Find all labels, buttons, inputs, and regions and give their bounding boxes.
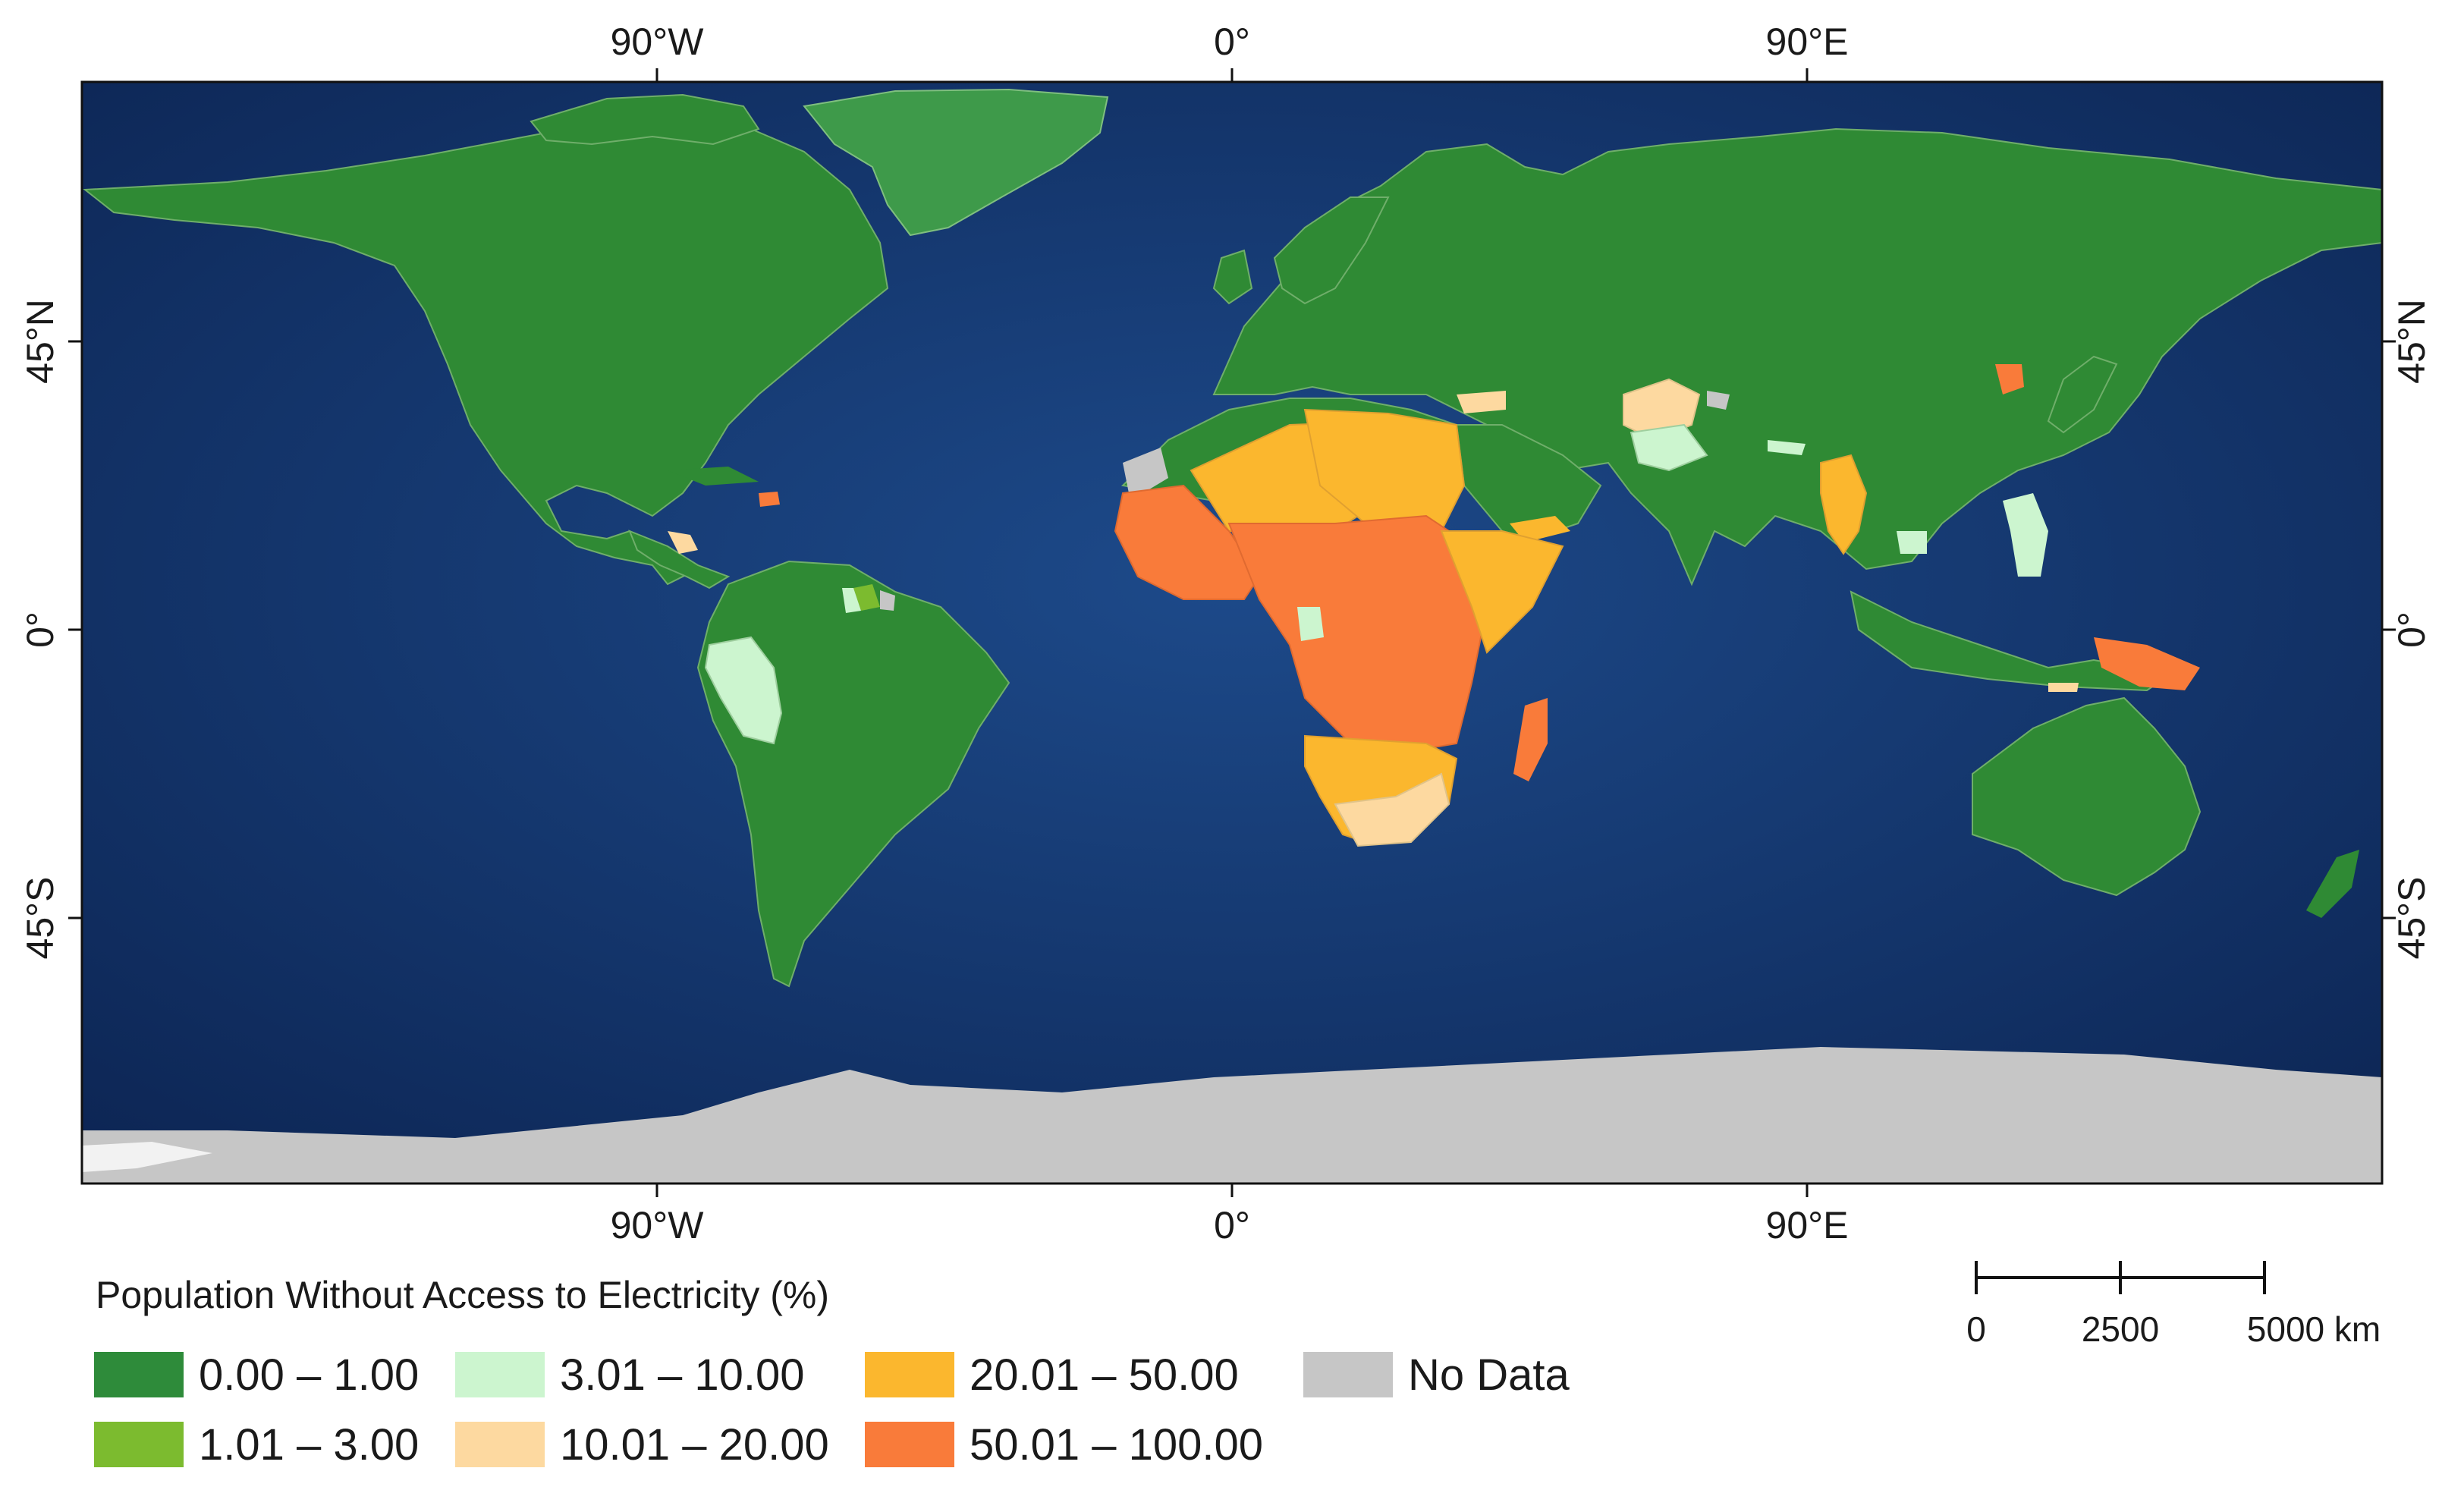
yemen	[1510, 516, 1570, 542]
greenland	[803, 88, 1109, 237]
suriname	[842, 588, 861, 613]
bottom-label-0: 0°	[1214, 1204, 1250, 1246]
legend-label: No Data	[1408, 1350, 1570, 1400]
australia	[1972, 696, 2202, 897]
costa-rica-panama	[668, 531, 698, 554]
bottom-label-90e: 90°E	[1766, 1204, 1849, 1246]
right-label-45s: 45°S	[2390, 877, 2433, 960]
papua-new-guinea	[2094, 637, 2200, 690]
japan	[2047, 355, 2118, 434]
north-korea	[1995, 364, 2024, 395]
west-africa	[1114, 484, 1261, 600]
scale-label-2500: 2500	[2082, 1309, 2159, 1349]
arabia	[1440, 424, 1602, 540]
central-america	[628, 530, 731, 589]
south-africa	[1334, 772, 1450, 847]
tajik-region	[1457, 391, 1506, 413]
left-label-45n: 45°N	[19, 299, 61, 384]
guyana	[853, 584, 880, 611]
legend-item-5: 50.01 – 100.00	[865, 1419, 1264, 1470]
horn-of-africa	[1440, 530, 1564, 654]
peru	[704, 636, 783, 745]
left-label-45s: 45°S	[19, 877, 61, 960]
right-label-45n: 45°N	[2390, 299, 2433, 384]
philippines	[2003, 493, 2048, 577]
myanmar	[1820, 454, 1868, 555]
legend-swatch	[865, 1352, 954, 1397]
timor	[2048, 683, 2079, 692]
western-sahara	[1123, 448, 1168, 501]
top-label-90e: 90°E	[1766, 20, 1849, 63]
legend-title: Population Without Access to Electricity…	[96, 1274, 830, 1316]
right-ticks	[2382, 340, 2396, 919]
pakistan	[1630, 423, 1708, 472]
french-guiana	[880, 590, 895, 611]
libya-egypt-sudan	[1303, 408, 1466, 533]
cambodia	[1897, 531, 1927, 554]
legend-item-0: 0.00 – 1.00	[94, 1350, 420, 1400]
new-zealand	[2306, 850, 2359, 918]
legend-swatch	[455, 1352, 545, 1397]
legend-item-4: 20.01 – 50.00	[865, 1350, 1239, 1400]
top-label-0: 0°	[1214, 20, 1250, 63]
scale-label-5000: 5000 km	[2247, 1309, 2381, 1349]
madagascar	[1513, 698, 1548, 781]
legend-item-2: 3.01 – 10.00	[455, 1350, 805, 1400]
gabon-congo	[1297, 607, 1324, 641]
legend-swatch	[94, 1352, 184, 1397]
right-label-0: 0°	[2390, 611, 2433, 648]
scale-label-0: 0	[1966, 1309, 1986, 1349]
antarctic-ice-shelf	[82, 1142, 212, 1172]
nepal	[1768, 440, 1806, 455]
legend-swatch	[94, 1422, 184, 1467]
legend-label: 20.01 – 50.00	[970, 1350, 1239, 1400]
legend-label: 50.01 – 100.00	[970, 1419, 1264, 1470]
top-ticks	[655, 68, 1809, 82]
arctic-islands	[530, 93, 760, 146]
left-label-0: 0°	[19, 611, 61, 648]
legend-swatch	[455, 1422, 545, 1467]
legend-swatch	[865, 1422, 954, 1467]
legend-item-6: No Data	[1303, 1350, 1570, 1400]
legend-swatch	[1303, 1352, 1393, 1397]
bottom-label-90w: 90°W	[611, 1204, 705, 1246]
legend-item-3: 10.01 – 20.00	[455, 1419, 829, 1470]
scandinavia	[1273, 196, 1390, 305]
haiti	[759, 492, 780, 507]
bottom-ticks	[655, 1184, 1809, 1197]
legend-label: 10.01 – 20.00	[560, 1419, 829, 1470]
north-america	[83, 120, 889, 586]
left-ticks	[68, 340, 82, 919]
legend-label: 3.01 – 10.00	[560, 1350, 805, 1400]
south-america	[696, 560, 1010, 988]
legend-label: 1.01 – 3.00	[199, 1419, 420, 1470]
antarctica	[82, 1047, 2382, 1184]
kashmir	[1707, 391, 1730, 410]
cuba	[668, 467, 759, 486]
scale-bar	[1975, 1261, 2266, 1294]
uk	[1212, 249, 1253, 305]
legend-item-1: 1.01 – 3.00	[94, 1419, 420, 1470]
top-label-90w: 90°W	[611, 20, 705, 63]
central-africa	[1227, 514, 1488, 753]
legend-label: 0.00 – 1.00	[199, 1350, 420, 1400]
